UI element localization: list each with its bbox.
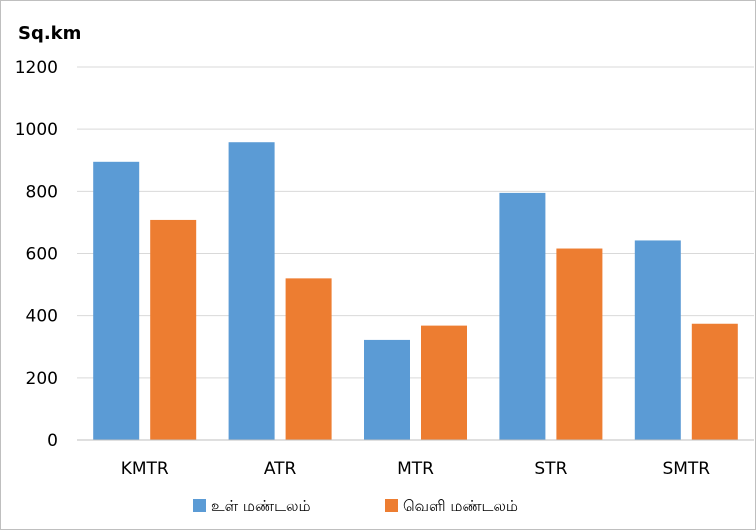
- bars: [93, 142, 738, 440]
- y-tick-label: 800: [26, 182, 58, 202]
- x-tick-label: SMTR: [662, 459, 710, 479]
- bar-inner-str: [499, 192, 546, 440]
- bar-inner-smtr: [634, 240, 681, 440]
- bar-outer-str: [556, 248, 603, 440]
- bar-outer-smtr: [691, 323, 738, 440]
- legend-label: வெளி மண்டலம்: [403, 497, 518, 515]
- bar-inner-kmtr: [93, 161, 140, 440]
- bar-outer-atr: [285, 278, 332, 440]
- legend-label: உள் மண்டலம்: [211, 497, 311, 515]
- y-tick-label: 0: [47, 431, 58, 451]
- legend-swatch: [193, 499, 206, 512]
- bar-inner-mtr: [364, 339, 410, 440]
- x-tick-label: MTR: [397, 459, 434, 479]
- x-tick-label: STR: [534, 459, 567, 479]
- y-axis-ticks: 0 200 400 600 800 1000 1200: [15, 58, 58, 451]
- bar-outer-mtr: [421, 325, 467, 440]
- y-tick-label: 600: [26, 245, 58, 265]
- legend: உள் மண்டலம் வெளி மண்டலம்: [193, 497, 518, 515]
- y-axis-title: Sq.km: [18, 23, 81, 44]
- y-tick-label: 1200: [15, 58, 58, 78]
- bar-inner-atr: [228, 142, 275, 440]
- y-tick-label: 1000: [15, 120, 58, 140]
- x-tick-label: KMTR: [121, 459, 169, 479]
- x-tick-label: ATR: [264, 459, 297, 479]
- legend-swatch: [385, 499, 398, 512]
- x-axis-ticks: KMTR ATR MTR STR SMTR: [121, 459, 711, 479]
- y-tick-label: 200: [26, 369, 58, 389]
- y-tick-label: 400: [26, 307, 58, 327]
- bar-outer-kmtr: [150, 219, 197, 440]
